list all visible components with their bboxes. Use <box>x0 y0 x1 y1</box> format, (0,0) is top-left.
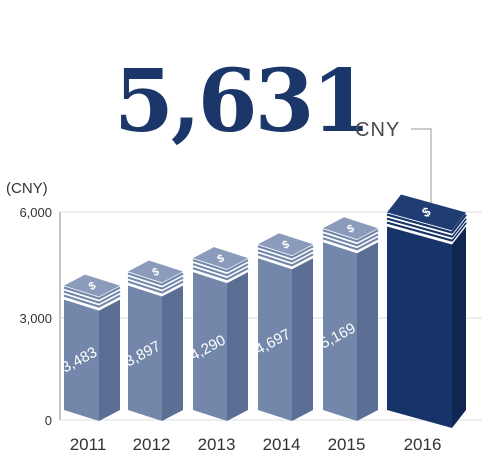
bill-edge <box>386 215 467 236</box>
bar-body <box>258 258 292 421</box>
x-tick-label-2011: 2011 <box>70 435 107 454</box>
bar-2014: $4,697 <box>252 233 314 421</box>
bill-layer <box>257 253 314 267</box>
bill-layer <box>63 290 121 304</box>
bill-layer <box>386 217 467 238</box>
bar-body <box>387 226 452 428</box>
bar-side <box>162 285 183 421</box>
bill-edge <box>257 255 314 269</box>
y-tick-label-6000: 6,000 <box>19 205 52 220</box>
bar-top-bill <box>64 274 120 297</box>
headline-value: 5,631 <box>114 51 368 152</box>
bill-layer <box>127 272 184 286</box>
bar-2013: $4,290 <box>187 247 249 421</box>
y-tick-label-0: 0 <box>45 413 52 428</box>
bill-edge <box>63 292 121 306</box>
bill-layer <box>257 245 314 259</box>
bill-layer <box>386 213 467 234</box>
bar-top-bill <box>128 260 183 283</box>
bar-top-bill <box>323 217 378 240</box>
x-tick-label-2012: 2012 <box>133 435 171 454</box>
x-tick-label-2013: 2013 <box>198 435 236 454</box>
x-tick-label-2016: 2016 <box>404 435 442 454</box>
bar-side <box>292 258 313 421</box>
bar-body <box>323 242 357 421</box>
dollar-bill-stack-icon: $ <box>345 222 356 235</box>
bill-edge <box>63 296 121 310</box>
bill-layer <box>322 229 379 243</box>
bar-body <box>64 299 99 421</box>
bill-edge <box>257 251 314 265</box>
bill-edge <box>127 274 184 288</box>
bar-top-bill <box>193 247 248 270</box>
bill-edge <box>322 239 379 253</box>
bar-side <box>452 226 466 428</box>
bill-edge <box>192 261 249 274</box>
bill-edge <box>192 265 249 278</box>
bill-edge <box>63 288 121 302</box>
bill-edge <box>127 278 184 292</box>
bars-layer: $3,483$3,897$4,290$4,697$5,169$ <box>59 194 467 428</box>
bill-layer <box>192 259 249 273</box>
bill-layer <box>192 267 249 281</box>
bar-2016: $ <box>386 194 467 428</box>
bar-2015: $5,169 <box>317 217 379 421</box>
bar-top-bill <box>258 233 313 256</box>
bar-side <box>357 242 378 421</box>
x-labels-layer: 2011 2012 2013 2014 2015 2016 <box>70 435 442 454</box>
dollar-bill-stack-icon: $ <box>150 266 161 279</box>
bill-edge <box>127 282 184 296</box>
bill-edge <box>386 219 467 240</box>
bill-layer <box>257 249 314 263</box>
y-tick-label-3000: 3,000 <box>19 311 52 326</box>
bar-body <box>128 285 162 421</box>
bill-layer <box>127 280 184 294</box>
dollar-bill-stack-icon: $ <box>280 238 291 251</box>
bar-2012: $3,897 <box>122 260 184 421</box>
bar-top-bill <box>387 194 466 231</box>
bill-layer <box>386 221 467 242</box>
bar-body <box>193 272 227 421</box>
bill-layer <box>127 276 184 290</box>
callout-connector <box>411 128 432 214</box>
headline-unit: CNY <box>355 119 400 141</box>
bar-2011: $3,483 <box>59 274 121 421</box>
bar-side <box>227 272 248 421</box>
bill-edge <box>322 235 379 249</box>
bill-edge <box>322 231 379 245</box>
bill-edge <box>192 269 249 282</box>
dollar-bill-stack-icon: $ <box>215 252 226 265</box>
bill-layer <box>63 294 121 308</box>
bill-layer <box>63 286 121 300</box>
bill-layer <box>192 263 249 277</box>
bill-edge <box>257 247 314 261</box>
bill-layer <box>322 237 379 251</box>
bill-edge <box>386 223 467 244</box>
dollar-bill-stack-icon: $ <box>87 280 98 293</box>
bar-side <box>99 299 120 421</box>
x-tick-label-2015: 2015 <box>328 435 366 454</box>
y-axis-label: (CNY) <box>6 180 48 197</box>
x-tick-label-2014: 2014 <box>263 435 301 454</box>
bill-layer <box>322 233 379 247</box>
